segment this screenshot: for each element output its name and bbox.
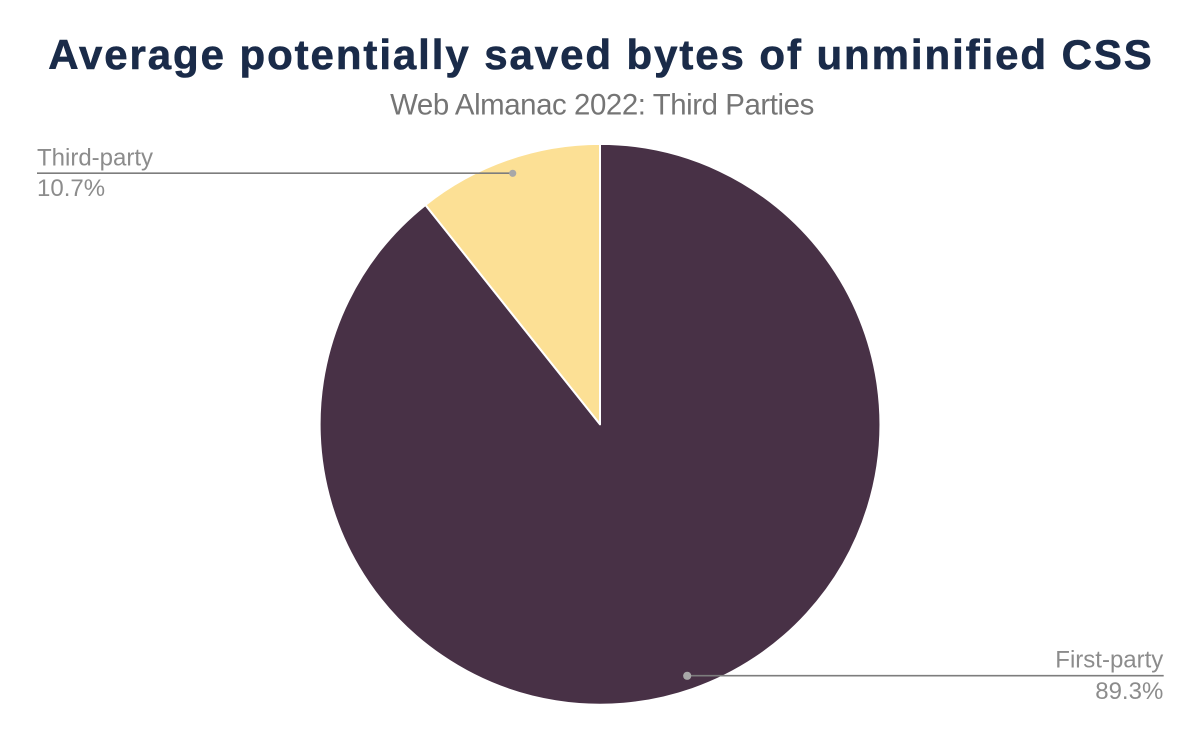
svg-text:Web Almanac 2022: Third Partie: Web Almanac 2022: Third Parties xyxy=(390,89,814,122)
svg-text:89.3%: 89.3% xyxy=(1095,678,1163,705)
svg-text:Average potentially saved byte: Average potentially saved bytes of unmin… xyxy=(48,31,1153,78)
svg-text:10.7%: 10.7% xyxy=(37,175,105,202)
svg-text:Third-party: Third-party xyxy=(37,145,153,172)
svg-text:First-party: First-party xyxy=(1055,646,1163,673)
